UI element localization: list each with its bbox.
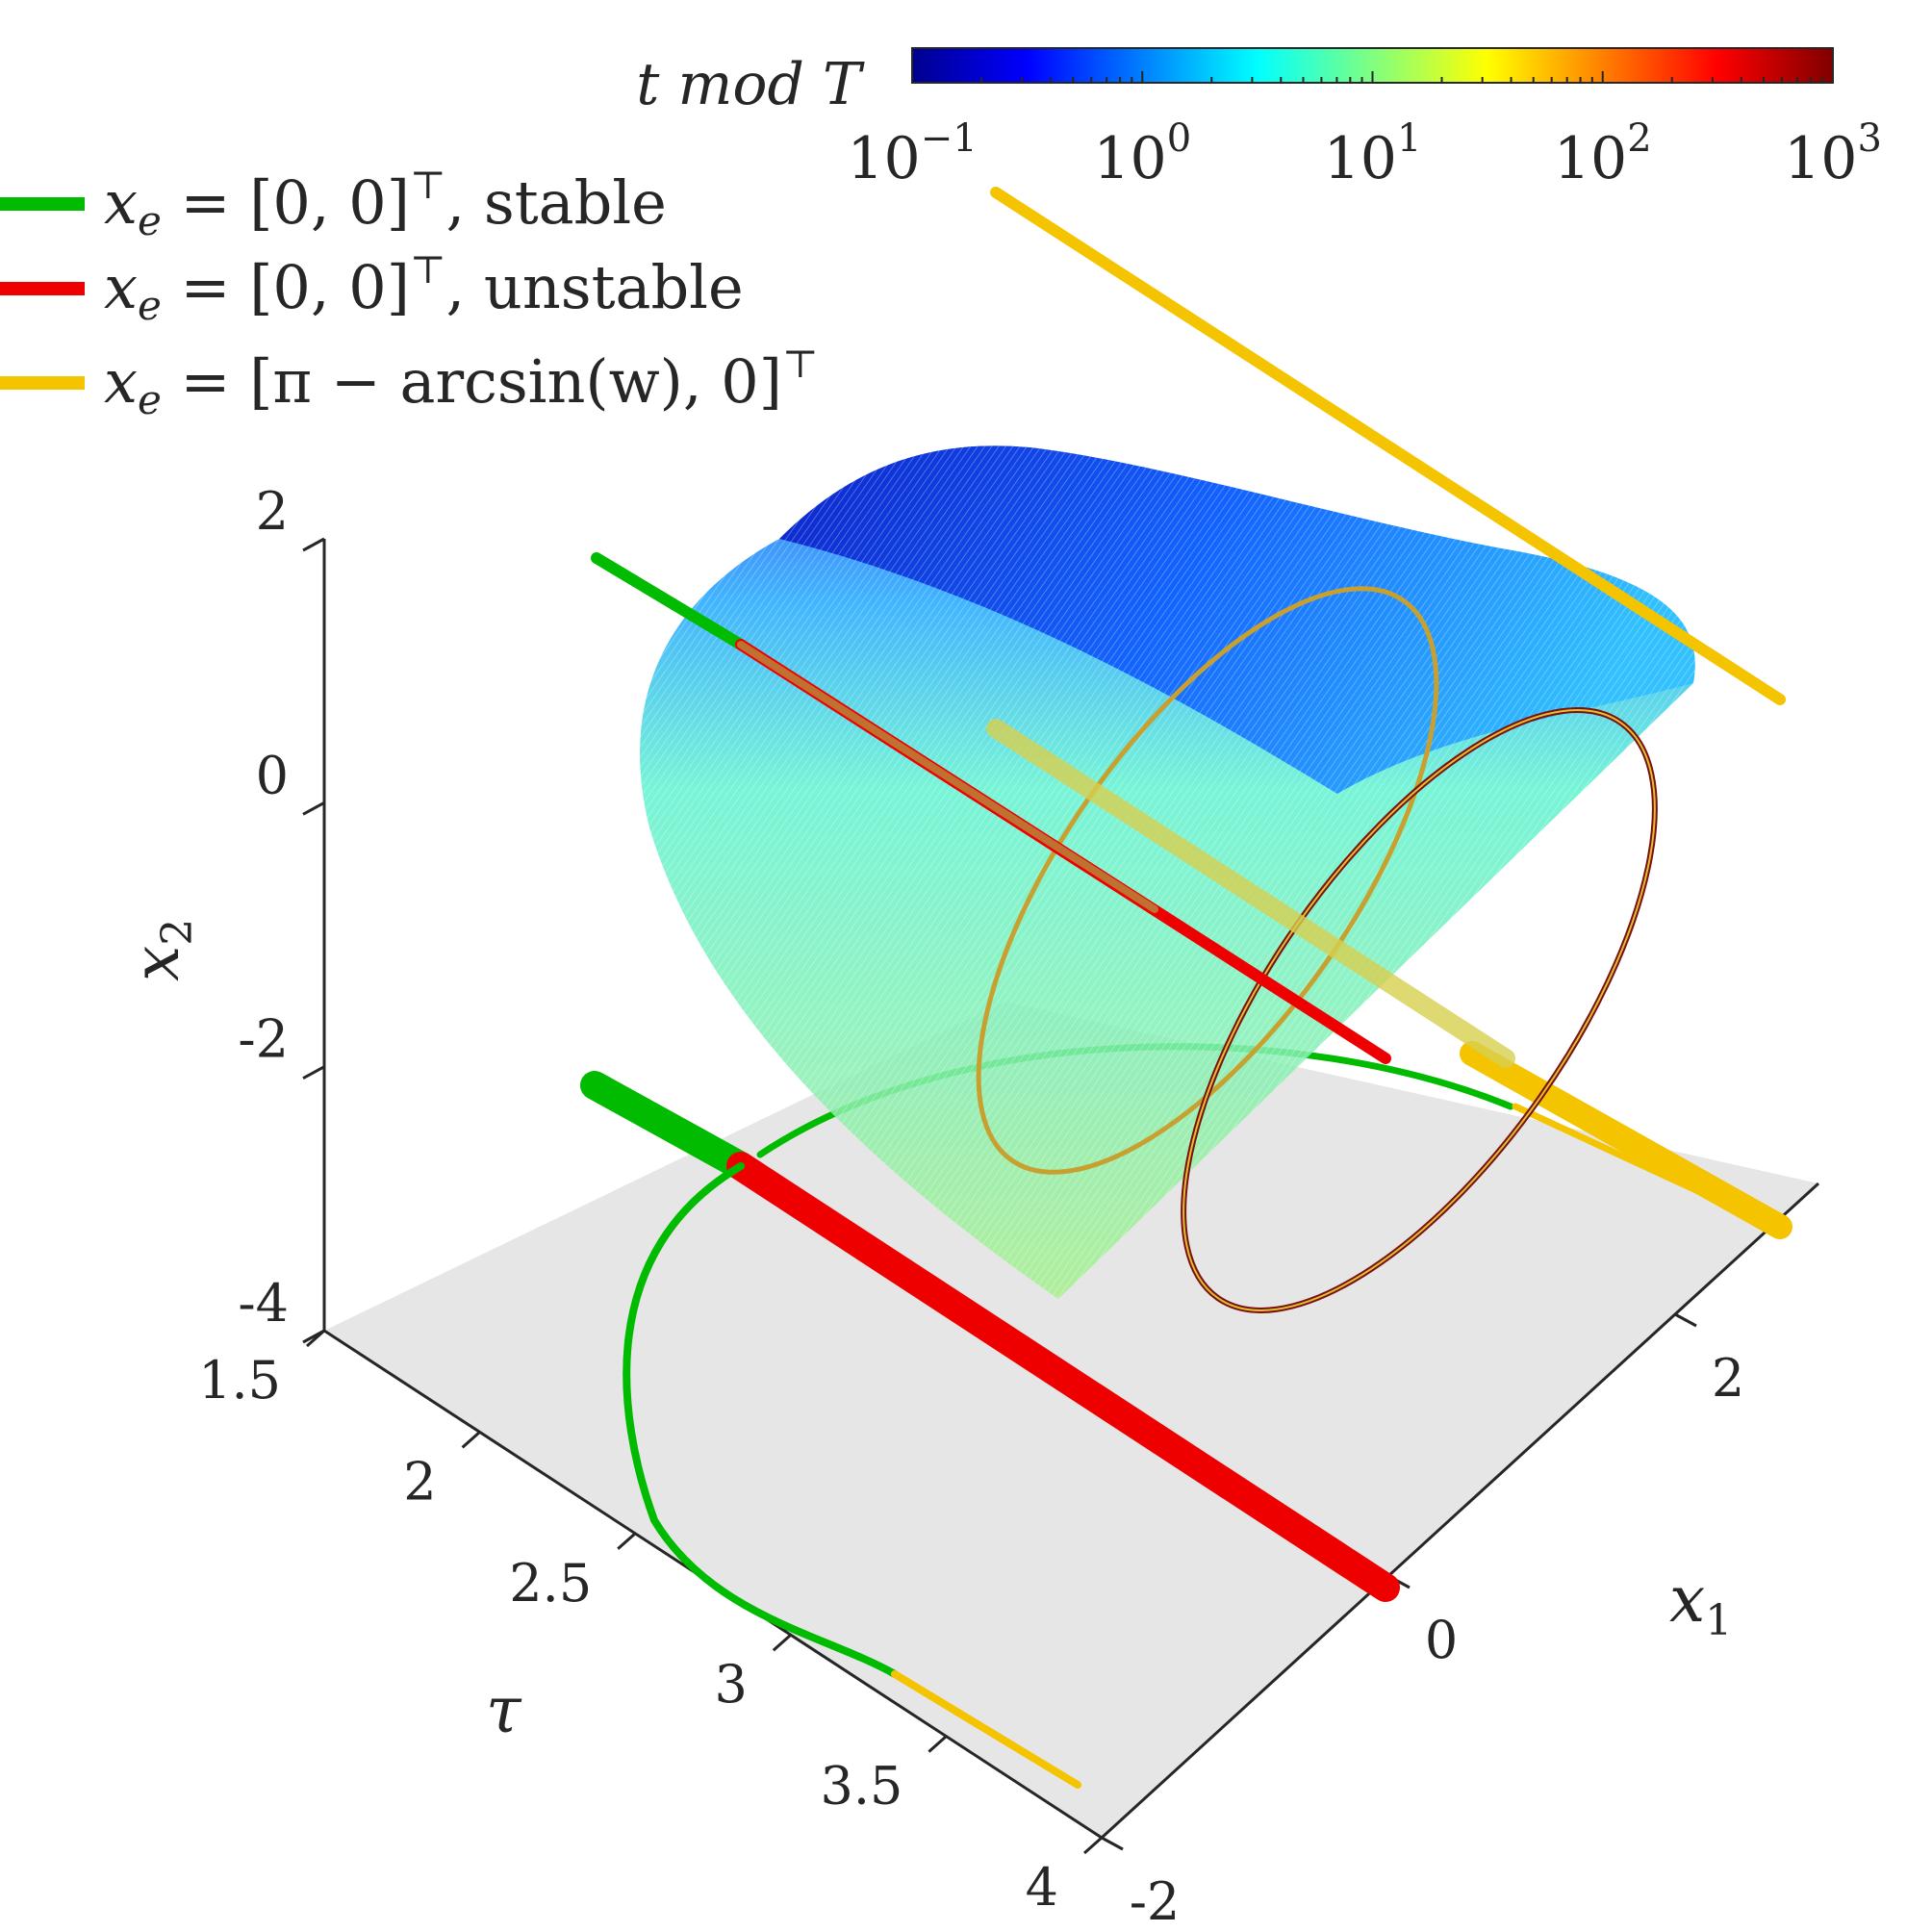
saddle-floor-line [1460, 1041, 1792, 1239]
stable-floor-line [580, 1071, 755, 1181]
tau-tick [772, 1634, 792, 1652]
tau-tick [928, 1735, 948, 1753]
tau-tick [461, 1431, 481, 1449]
tau-tick [617, 1532, 637, 1550]
colorbar-tick-label: 102 [1554, 116, 1652, 192]
tau-tick-label: 2.5 [509, 1553, 592, 1614]
legend-entry: xe = [0, 0]⊤, stable [104, 164, 667, 244]
x2-tick [302, 1065, 325, 1080]
colorbar: t mod T 10−1 100 101 102 103 [636, 47, 1882, 192]
legend-entry: xe = [π − arcsin(w), 0]⊤ [104, 343, 819, 423]
equilibria-lines [591, 187, 1786, 1068]
tau-axis-label: τ [486, 1673, 522, 1747]
legend-entry: xe = [0, 0]⊤, unstable [104, 248, 744, 329]
unstable-eq-line-shaded [737, 641, 1158, 913]
x2-axis-label: x2 [119, 919, 202, 981]
stable-floor-branch [623, 1162, 899, 1678]
x1-axis-line [1100, 1182, 1820, 1840]
x1-tick [1101, 1836, 1124, 1851]
x2-tick-label: -4 [238, 1273, 289, 1334]
tau-tick-label: 3.5 [821, 1756, 903, 1817]
colorbar-tick-label: 103 [1784, 116, 1882, 192]
x2-tick-label: -2 [238, 1009, 289, 1070]
saddle-floor-arc [1512, 1103, 1716, 1202]
saddle-floor-branch [891, 1670, 1081, 1789]
x1-tick-label: 0 [1425, 1610, 1458, 1670]
x2-tick [302, 537, 325, 552]
colorbar-label: t mod T [636, 51, 865, 118]
x2-tick [302, 801, 325, 816]
colorbar-tick-labels: 10−1 100 101 102 103 [847, 116, 1882, 192]
unstable-floor-line [726, 1152, 1400, 1602]
tick-labels: 2 0 -2 -4 1.5 2 2.5 3 3.5 4 -2 0 2 [198, 481, 1744, 1932]
tau-tick [306, 1329, 325, 1348]
colorbar-tick-label: 100 [1093, 116, 1191, 192]
orbit-surface [640, 445, 1695, 1300]
x2-tick-label: 0 [256, 745, 289, 805]
x2-tick-label: 2 [256, 481, 289, 542]
saddle-eq-line-mid [986, 719, 1515, 1068]
x1-tick-label: 2 [1712, 1348, 1744, 1409]
surface-texture [640, 445, 1695, 1300]
tau-tick-label: 4 [1026, 1857, 1058, 1918]
colorbar-tick-label: 101 [1324, 116, 1422, 192]
tau-tick [1083, 1836, 1103, 1855]
stable-eq-line [591, 552, 747, 650]
tick-marks [302, 537, 1697, 1855]
tau-tick-label: 2 [403, 1451, 436, 1512]
x1-axis-label: x1 [1669, 1563, 1732, 1645]
x1-tick-label: -2 [1130, 1871, 1181, 1932]
tau-tick-label: 3 [714, 1654, 747, 1715]
tau-tick-label: 1.5 [198, 1350, 281, 1411]
colorbar-ticks [911, 71, 1834, 83]
x1-tick [1674, 1312, 1697, 1328]
saddle-eq-line-top [990, 187, 1786, 705]
colorbar-tick-label: 10−1 [847, 116, 977, 192]
